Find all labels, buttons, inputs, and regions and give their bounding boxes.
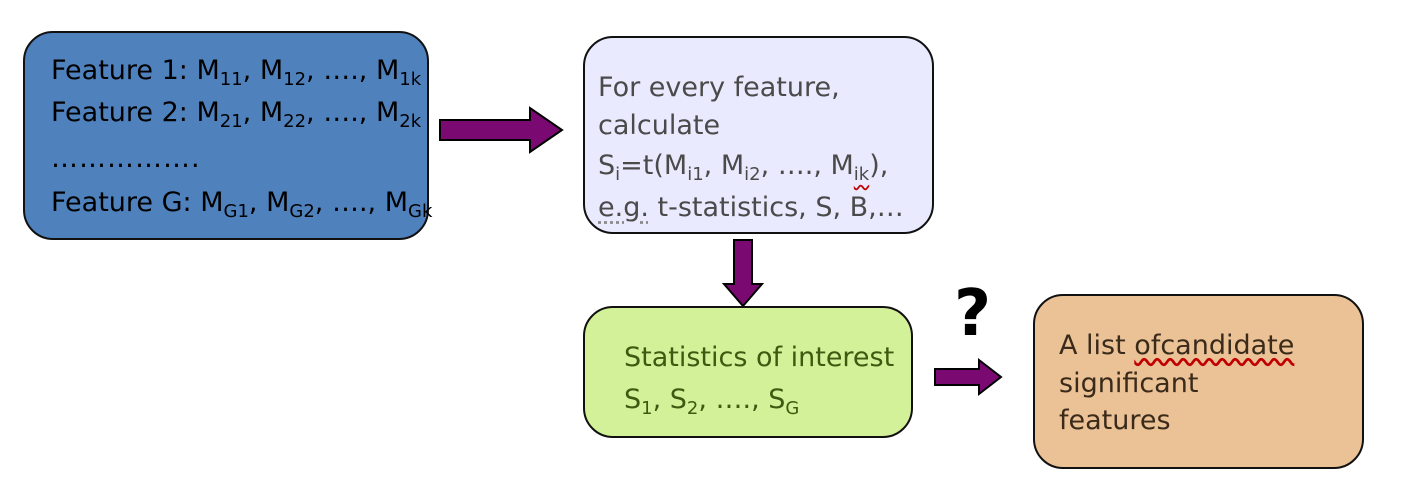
calc-line-2: calculate bbox=[598, 110, 721, 141]
result-line-1: A list ofcandidate bbox=[1059, 330, 1295, 361]
feature-g-line: Feature G: MG1, MG2, …., MGk bbox=[51, 187, 433, 222]
calc-line-1: For every feature, bbox=[598, 72, 840, 103]
arrow-right-small-icon bbox=[934, 357, 1003, 397]
arrow-down-icon bbox=[721, 239, 765, 308]
stats-line-2: S1, S2, …., SG bbox=[624, 384, 800, 419]
question-mark: ? bbox=[954, 277, 992, 351]
stats-line-1: Statistics of interest bbox=[624, 342, 895, 373]
features-box: Feature 1: M11, M12, …., M1k Feature 2: … bbox=[23, 31, 433, 240]
result-line-3: features bbox=[1059, 405, 1171, 436]
statistics-box: Statistics of interest S1, S2, …., SG bbox=[583, 306, 913, 438]
calc-examples: e.g. t-statistics, S, B,… bbox=[598, 192, 904, 223]
calculation-box: For every feature, calculate Si=t(Mi1, M… bbox=[583, 36, 934, 234]
feature-2-line: Feature 2: M21, M22, …., M2k bbox=[51, 97, 422, 132]
feature-ellipsis-line: ……………. bbox=[51, 143, 201, 174]
calc-formula: Si=t(Mi1, Mi2, …., Mik), bbox=[598, 150, 889, 185]
feature-1-line: Feature 1: M11, M12, …., M1k bbox=[51, 55, 422, 90]
result-line-2: significant bbox=[1059, 368, 1199, 399]
arrow-right-icon bbox=[439, 106, 564, 154]
result-box: A list ofcandidate significant features bbox=[1033, 294, 1364, 469]
